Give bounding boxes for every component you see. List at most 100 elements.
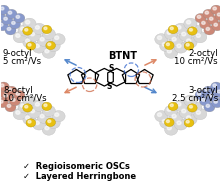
Circle shape — [35, 102, 39, 106]
Circle shape — [16, 15, 20, 18]
Circle shape — [13, 32, 26, 43]
Circle shape — [207, 15, 218, 25]
Circle shape — [202, 98, 205, 101]
Circle shape — [211, 5, 221, 15]
Circle shape — [18, 25, 31, 36]
FancyArrowPatch shape — [65, 60, 76, 65]
Circle shape — [28, 43, 31, 46]
Circle shape — [4, 17, 7, 20]
Circle shape — [164, 41, 174, 50]
Circle shape — [197, 15, 201, 18]
Circle shape — [196, 111, 200, 114]
Circle shape — [14, 13, 25, 23]
Text: 2-octyl: 2-octyl — [189, 49, 218, 58]
Circle shape — [166, 43, 170, 46]
Circle shape — [47, 117, 60, 129]
Circle shape — [6, 86, 17, 96]
Circle shape — [8, 11, 12, 14]
Circle shape — [184, 37, 197, 48]
Circle shape — [184, 114, 197, 125]
Circle shape — [174, 42, 187, 53]
Circle shape — [26, 97, 30, 101]
Circle shape — [217, 90, 221, 93]
Circle shape — [172, 114, 176, 118]
Circle shape — [160, 40, 173, 52]
Circle shape — [179, 30, 192, 41]
Circle shape — [184, 95, 197, 106]
Circle shape — [35, 44, 39, 48]
Circle shape — [25, 116, 30, 119]
Circle shape — [48, 43, 51, 46]
Circle shape — [184, 119, 194, 127]
Circle shape — [189, 25, 202, 36]
Circle shape — [48, 120, 51, 122]
Circle shape — [50, 119, 54, 123]
Circle shape — [174, 119, 187, 130]
Circle shape — [167, 126, 171, 130]
Circle shape — [169, 112, 183, 123]
Circle shape — [32, 100, 46, 112]
Circle shape — [25, 29, 28, 31]
Circle shape — [164, 118, 174, 126]
Circle shape — [46, 41, 55, 50]
Circle shape — [197, 92, 201, 95]
Circle shape — [165, 124, 178, 135]
Circle shape — [157, 113, 162, 116]
Circle shape — [7, 104, 11, 107]
Circle shape — [167, 49, 171, 53]
Circle shape — [4, 94, 7, 97]
Circle shape — [28, 120, 31, 123]
Circle shape — [18, 102, 31, 113]
Circle shape — [172, 37, 176, 41]
Circle shape — [211, 82, 221, 91]
Circle shape — [6, 9, 17, 19]
Circle shape — [162, 119, 166, 123]
Circle shape — [32, 23, 46, 35]
Circle shape — [0, 23, 3, 26]
Circle shape — [26, 119, 36, 127]
Text: 8-octyl: 8-octyl — [3, 86, 32, 95]
Circle shape — [204, 26, 215, 35]
Circle shape — [42, 47, 55, 58]
Circle shape — [52, 111, 65, 122]
Circle shape — [206, 104, 210, 107]
Circle shape — [23, 114, 36, 125]
Circle shape — [195, 90, 206, 100]
Circle shape — [212, 98, 221, 108]
Circle shape — [0, 11, 5, 21]
Text: ✓  Regioisomeric OSCs: ✓ Regioisomeric OSCs — [23, 162, 130, 171]
Circle shape — [186, 120, 189, 123]
Circle shape — [23, 104, 32, 112]
Text: S: S — [109, 64, 114, 73]
Circle shape — [30, 109, 34, 113]
Circle shape — [55, 113, 59, 116]
Circle shape — [45, 49, 49, 53]
Circle shape — [26, 20, 30, 24]
Circle shape — [16, 92, 20, 95]
Circle shape — [187, 27, 197, 35]
Circle shape — [37, 112, 51, 123]
Circle shape — [0, 7, 4, 10]
Circle shape — [46, 118, 55, 126]
Text: ✓  Layered Herringbone: ✓ Layered Herringbone — [23, 172, 136, 181]
Circle shape — [5, 102, 16, 112]
Circle shape — [45, 108, 49, 111]
Circle shape — [187, 116, 191, 119]
Circle shape — [26, 42, 36, 50]
Circle shape — [40, 114, 44, 118]
Circle shape — [166, 120, 170, 122]
Text: S: S — [107, 82, 112, 91]
Circle shape — [23, 95, 36, 106]
Circle shape — [174, 23, 187, 35]
Circle shape — [167, 108, 171, 111]
Circle shape — [202, 21, 205, 24]
Circle shape — [177, 121, 181, 125]
Circle shape — [170, 27, 173, 30]
Text: 10 cm²/Vs: 10 cm²/Vs — [175, 56, 218, 65]
Text: 10 cm²/Vs: 10 cm²/Vs — [3, 94, 46, 103]
Circle shape — [32, 42, 46, 53]
Circle shape — [55, 36, 59, 40]
Text: 2.5 cm²/Vs: 2.5 cm²/Vs — [172, 94, 218, 103]
Circle shape — [165, 47, 178, 58]
Circle shape — [32, 119, 46, 130]
